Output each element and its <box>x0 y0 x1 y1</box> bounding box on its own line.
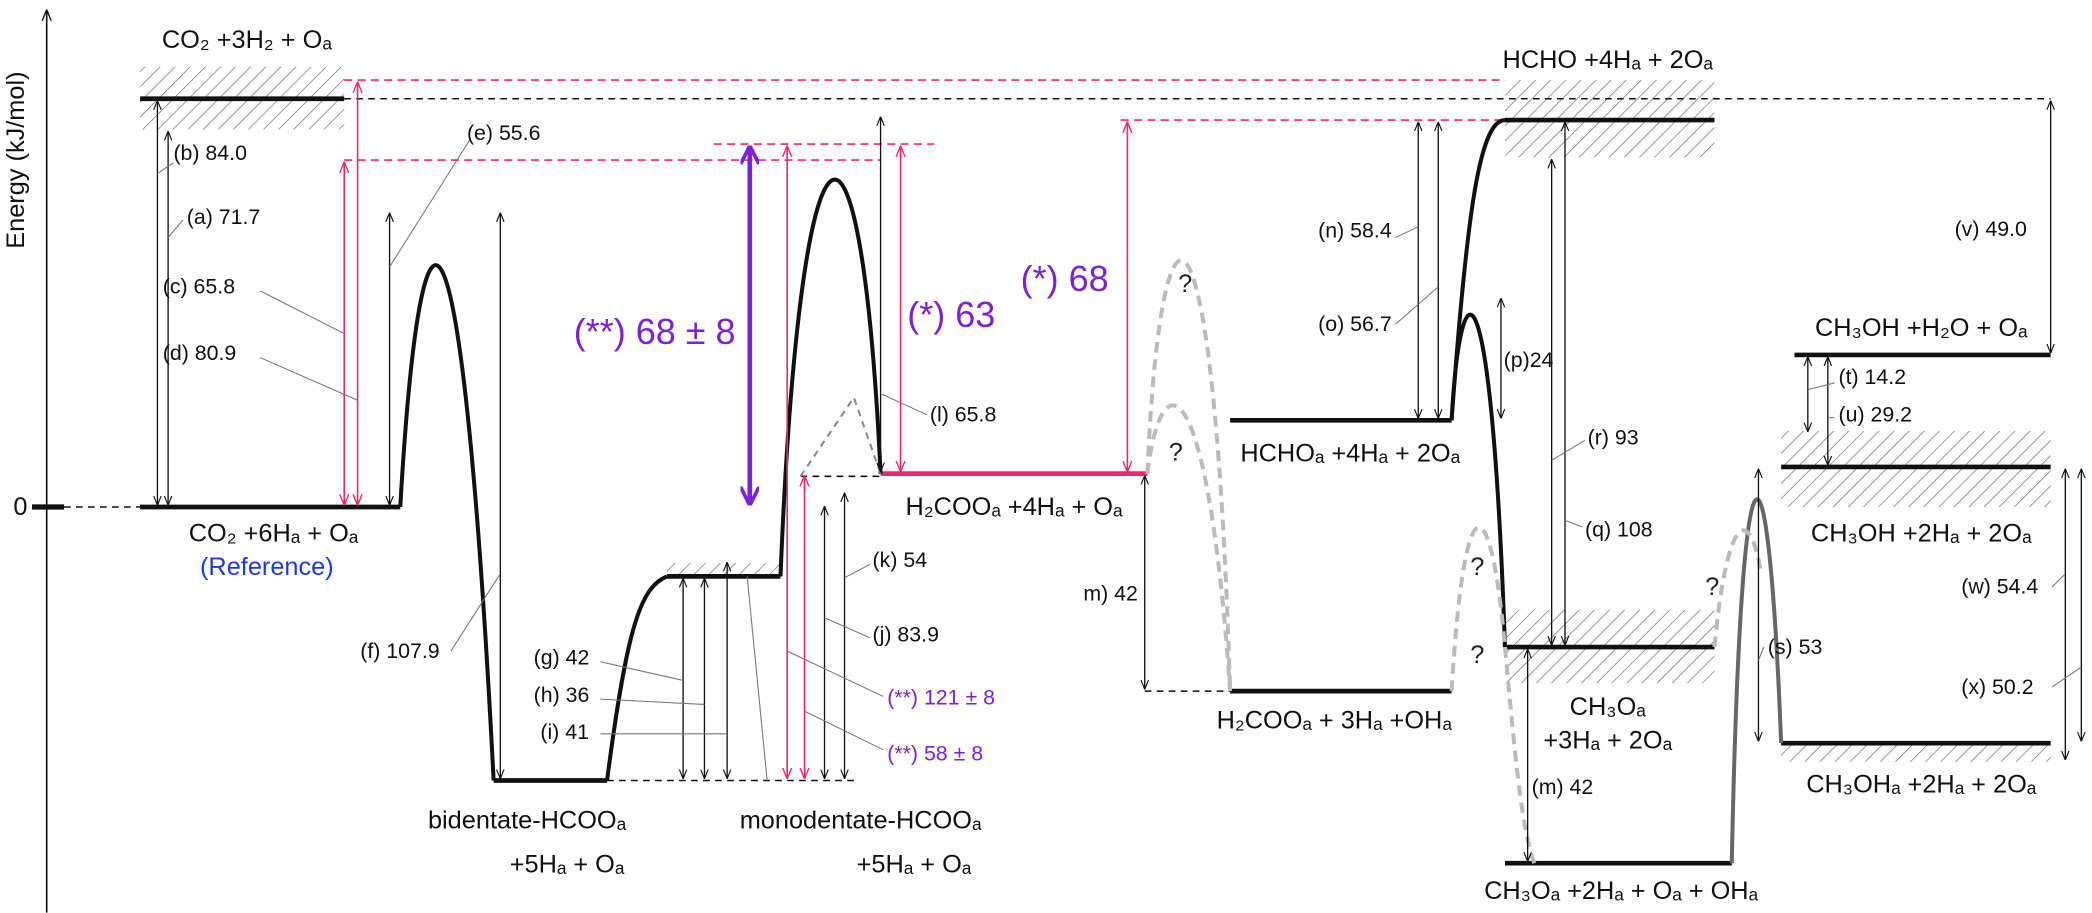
energy-label: (x) 50.2 <box>1961 675 2033 699</box>
energy-label: (j) 83.9 <box>873 623 939 647</box>
energy-labels: (b) 84.0 (a) 71.7 (c) 65.8 (d) 80.9 (e) … <box>163 121 2039 799</box>
state-label: CH₃Oₐ +2Hₐ + Oₐ + OHₐ <box>1484 877 1758 905</box>
energy-label: (n) 58.4 <box>1318 218 1392 242</box>
energy-label: (e) 55.6 <box>467 121 541 145</box>
state-label: CO₂ +6Hₐ + Oₐ <box>189 520 359 548</box>
question-mark: ? <box>1470 641 1484 669</box>
energy-label: m) 42 <box>1083 581 1138 605</box>
state-label: CH₃OHₐ +2Hₐ + 2Oₐ <box>1806 771 2037 799</box>
barrier-label: (*) 63 <box>907 294 995 335</box>
energy-label: (**) 58 ± 8 <box>887 741 983 765</box>
state-label: H₂COOₐ +4Hₐ + Oₐ <box>906 493 1123 521</box>
energy-label: (f) 107.9 <box>360 639 439 663</box>
energy-label: (h) 36 <box>534 683 590 707</box>
energy-label: (t) 14.2 <box>1839 365 1907 389</box>
energy-label: (v) 49.0 <box>1955 217 2027 241</box>
energy-label: (a) 71.7 <box>187 205 261 229</box>
energy-label: (l) 65.8 <box>930 403 996 427</box>
question-mark: ? <box>1169 438 1183 466</box>
energy-label: (i) 41 <box>540 720 589 744</box>
state-label: monodentate-HCOOₐ <box>740 807 982 835</box>
state-label: CH₃OH +H₂O + Oₐ <box>1815 314 2028 342</box>
state-label: +3Hₐ + 2Oₐ <box>1543 726 1672 754</box>
state-label: CH₃OH +2Hₐ + 2Oₐ <box>1811 520 2032 548</box>
unknown-marks: ? ? ? ? ? <box>1169 270 1719 669</box>
state-label: bidentate-HCOOₐ <box>428 807 627 835</box>
energy-label: (s) 53 <box>1768 635 1823 659</box>
energy-label: (p)24 <box>1504 348 1554 372</box>
question-mark: ? <box>1705 573 1719 601</box>
energy-label: (o) 56.7 <box>1318 312 1392 336</box>
state-label: +5Hₐ + Oₐ <box>857 851 972 879</box>
reference-label: (Reference) <box>200 553 334 581</box>
state-labels: CO₂ +3H₂ + Oₐ CO₂ +6Hₐ + Oₐ (Reference) … <box>162 26 2037 905</box>
question-mark: ? <box>1178 270 1192 298</box>
state-label: CO₂ +3H₂ + Oₐ <box>162 26 332 54</box>
state-label: CH₃Oₐ <box>1570 693 1647 721</box>
layout <box>32 11 2081 913</box>
energy-label: (u) 29.2 <box>1839 403 1913 427</box>
state-label: +5Hₐ + Oₐ <box>510 851 625 879</box>
state-label: HCHOₐ +4Hₐ + 2Oₐ <box>1240 440 1460 468</box>
energy-label: (k) 54 <box>873 548 928 572</box>
barrier-label: (**) 68 ± 8 <box>574 311 736 352</box>
energy-label: (c) 65.8 <box>163 275 235 299</box>
energy-label: (w) 54.4 <box>1961 575 2038 599</box>
energy-label: (b) 84.0 <box>173 141 247 165</box>
energy-label: (q) 108 <box>1585 517 1653 541</box>
barrier-labels: (**) 68 ± 8 (*) 63 (*) 68 <box>574 258 1109 352</box>
barrier-label: (*) 68 <box>1021 258 1109 299</box>
energy-label: (r) 93 <box>1588 425 1639 449</box>
energy-label: (**) 121 ± 8 <box>887 685 995 709</box>
energy-label: (m) 42 <box>1532 775 1594 799</box>
zero-label: 0 <box>13 493 27 521</box>
energy-label: (d) 80.9 <box>163 341 237 365</box>
question-mark: ? <box>1470 553 1484 581</box>
state-label: HCHO +4Hₐ + 2Oₐ <box>1503 46 1714 74</box>
axis-label: Energy (kJ/mol) <box>2 71 30 248</box>
energy-label: (g) 42 <box>534 645 590 669</box>
state-label: H₂COOₐ + 3Hₐ +OHₐ <box>1217 706 1453 734</box>
